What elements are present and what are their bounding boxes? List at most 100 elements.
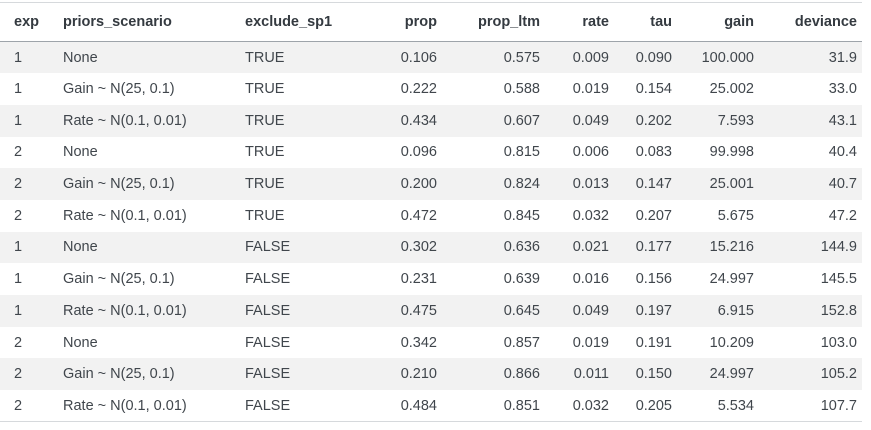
cell-rate: 0.006 <box>572 144 609 161</box>
cell-prop: 0.472 <box>400 207 437 224</box>
cell-exclude_sp1: TRUE <box>245 112 285 129</box>
cell-priors_scenario: Rate ~ N(0.1, 0.01) <box>63 207 187 224</box>
cell-rate: 0.032 <box>572 207 609 224</box>
cell-gain: 24.997 <box>709 271 754 288</box>
cell-prop: 0.200 <box>400 176 437 193</box>
cell-tau: 0.150 <box>635 366 672 383</box>
cell-prop: 0.210 <box>400 366 437 383</box>
cell-gain: 5.675 <box>717 207 754 224</box>
cell-prop: 0.106 <box>400 49 437 66</box>
cell-prop_ltm: 0.636 <box>503 239 540 256</box>
cell-prop_ltm: 0.639 <box>503 271 540 288</box>
column-header-gain: gain <box>679 2 761 42</box>
cell-priors_scenario: Gain ~ N(25, 0.1) <box>63 366 175 383</box>
cell-exp: 1 <box>14 302 23 319</box>
cell-gain: 100.000 <box>701 49 754 66</box>
cell-gain: 24.997 <box>709 366 754 383</box>
cell-exp: 1 <box>14 49 23 66</box>
cell-prop: 0.434 <box>400 112 437 129</box>
column-header-rate: rate <box>547 2 616 42</box>
column-header-deviance: deviance <box>761 2 862 42</box>
cell-prop_ltm: 0.845 <box>503 207 540 224</box>
table-row: 2 None TRUE 0.096 0.815 0.006 0.083 99.998 40.4 <box>0 136 862 169</box>
cell-deviance: 105.2 <box>820 366 857 383</box>
table-row: 2 Gain ~ N(25, 0.1) TRUE 0.200 0.824 0.013 0.1… <box>0 168 862 200</box>
cell-exclude_sp1: TRUE <box>245 207 285 224</box>
column-header-prop_ltm: prop_ltm <box>444 2 547 42</box>
cell-prop: 0.484 <box>400 397 437 414</box>
cell-tau: 0.197 <box>635 302 672 319</box>
table-row: 2 Gain ~ N(25, 0.1) FALSE 0.210 0.866 0.011 0.… <box>0 358 862 391</box>
cell-prop_ltm: 0.824 <box>503 176 540 193</box>
cell-priors_scenario: None <box>63 144 98 161</box>
table-row: 1 Rate ~ N(0.1, 0.01) FALSE 0.475 0.645 0.049… <box>0 295 862 327</box>
cell-exclude_sp1: TRUE <box>245 49 285 66</box>
cell-exp: 2 <box>14 176 23 193</box>
cell-exp: 1 <box>14 271 23 288</box>
header-row: exp priors_scenario exclude_sp1 prop prop_lt… <box>0 2 862 42</box>
cell-tau: 0.090 <box>635 49 672 66</box>
cell-deviance: 144.9 <box>820 239 857 256</box>
cell-priors_scenario: None <box>63 334 98 351</box>
cell-priors_scenario: None <box>63 49 98 66</box>
cell-rate: 0.016 <box>572 271 609 288</box>
cell-gain: 15.216 <box>709 239 754 256</box>
cell-priors_scenario: Rate ~ N(0.1, 0.01) <box>63 397 187 414</box>
cell-rate: 0.019 <box>572 81 609 98</box>
table-row: 1 Gain ~ N(25, 0.1) TRUE 0.222 0.588 0.019 0.1… <box>0 73 862 105</box>
cell-priors_scenario: Rate ~ N(0.1, 0.01) <box>63 302 187 319</box>
cell-prop: 0.096 <box>400 144 437 161</box>
table-header: exp priors_scenario exclude_sp1 prop prop_lt… <box>0 2 862 42</box>
cell-tau: 0.156 <box>635 271 672 288</box>
cell-tau: 0.154 <box>635 81 672 98</box>
cell-prop: 0.222 <box>400 81 437 98</box>
cell-deviance: 33.0 <box>828 81 857 98</box>
table-row: 1 None FALSE 0.302 0.636 0.021 0.177 15.216 144.… <box>0 231 862 264</box>
cell-exp: 2 <box>14 366 23 383</box>
cell-deviance: 43.1 <box>828 112 857 129</box>
cell-deviance: 145.5 <box>820 271 857 288</box>
table-row: 1 Gain ~ N(25, 0.1) FALSE 0.231 0.639 0.016 0.… <box>0 263 862 295</box>
column-header-priors_scenario: priors_scenario <box>63 2 245 42</box>
table-row: 1 None TRUE 0.106 0.575 0.009 0.090 100.000 31.9 <box>0 41 862 74</box>
cell-exclude_sp1: FALSE <box>245 366 291 383</box>
cell-exclude_sp1: FALSE <box>245 239 291 256</box>
cell-priors_scenario: None <box>63 239 98 256</box>
table-body: 1 None TRUE 0.106 0.575 0.009 0.090 100.000 31.9… <box>0 41 862 422</box>
cell-deviance: 47.2 <box>828 207 857 224</box>
cell-tau: 0.191 <box>635 334 672 351</box>
table-row: 2 Rate ~ N(0.1, 0.01) TRUE 0.472 0.845 0.032 0… <box>0 199 862 232</box>
cell-exclude_sp1: FALSE <box>245 334 291 351</box>
table-row: 2 Rate ~ N(0.1, 0.01) FALSE 0.484 0.851 0.032… <box>0 390 862 422</box>
cell-priors_scenario: Gain ~ N(25, 0.1) <box>63 271 175 288</box>
cell-rate: 0.049 <box>572 302 609 319</box>
cell-prop_ltm: 0.866 <box>503 366 540 383</box>
cell-deviance: 152.8 <box>820 302 857 319</box>
cell-prop: 0.475 <box>400 302 437 319</box>
cell-gain: 99.998 <box>709 144 754 161</box>
cell-gain: 25.002 <box>709 81 754 98</box>
cell-prop_ltm: 0.588 <box>503 81 540 98</box>
cell-prop: 0.302 <box>400 239 437 256</box>
table-row: 1 Rate ~ N(0.1, 0.01) TRUE 0.434 0.607 0.049 0… <box>0 104 862 137</box>
cell-priors_scenario: Rate ~ N(0.1, 0.01) <box>63 112 187 129</box>
cell-tau: 0.083 <box>635 144 672 161</box>
cell-tau: 0.207 <box>635 207 672 224</box>
cell-exclude_sp1: FALSE <box>245 397 291 414</box>
cell-prop_ltm: 0.815 <box>503 144 540 161</box>
cell-deviance: 40.4 <box>828 144 857 161</box>
cell-prop: 0.231 <box>400 271 437 288</box>
cell-exclude_sp1: FALSE <box>245 271 291 288</box>
cell-prop_ltm: 0.645 <box>503 302 540 319</box>
column-header-tau: tau <box>616 2 679 42</box>
cell-prop_ltm: 0.857 <box>503 334 540 351</box>
cell-gain: 10.209 <box>709 334 754 351</box>
cell-prop_ltm: 0.575 <box>503 49 540 66</box>
cell-deviance: 40.7 <box>828 176 857 193</box>
cell-prop: 0.342 <box>400 334 437 351</box>
cell-gain: 25.001 <box>709 176 754 193</box>
cell-tau: 0.205 <box>635 397 672 414</box>
cell-tau: 0.202 <box>635 112 672 129</box>
cell-deviance: 31.9 <box>828 49 857 66</box>
cell-deviance: 107.7 <box>820 397 857 414</box>
